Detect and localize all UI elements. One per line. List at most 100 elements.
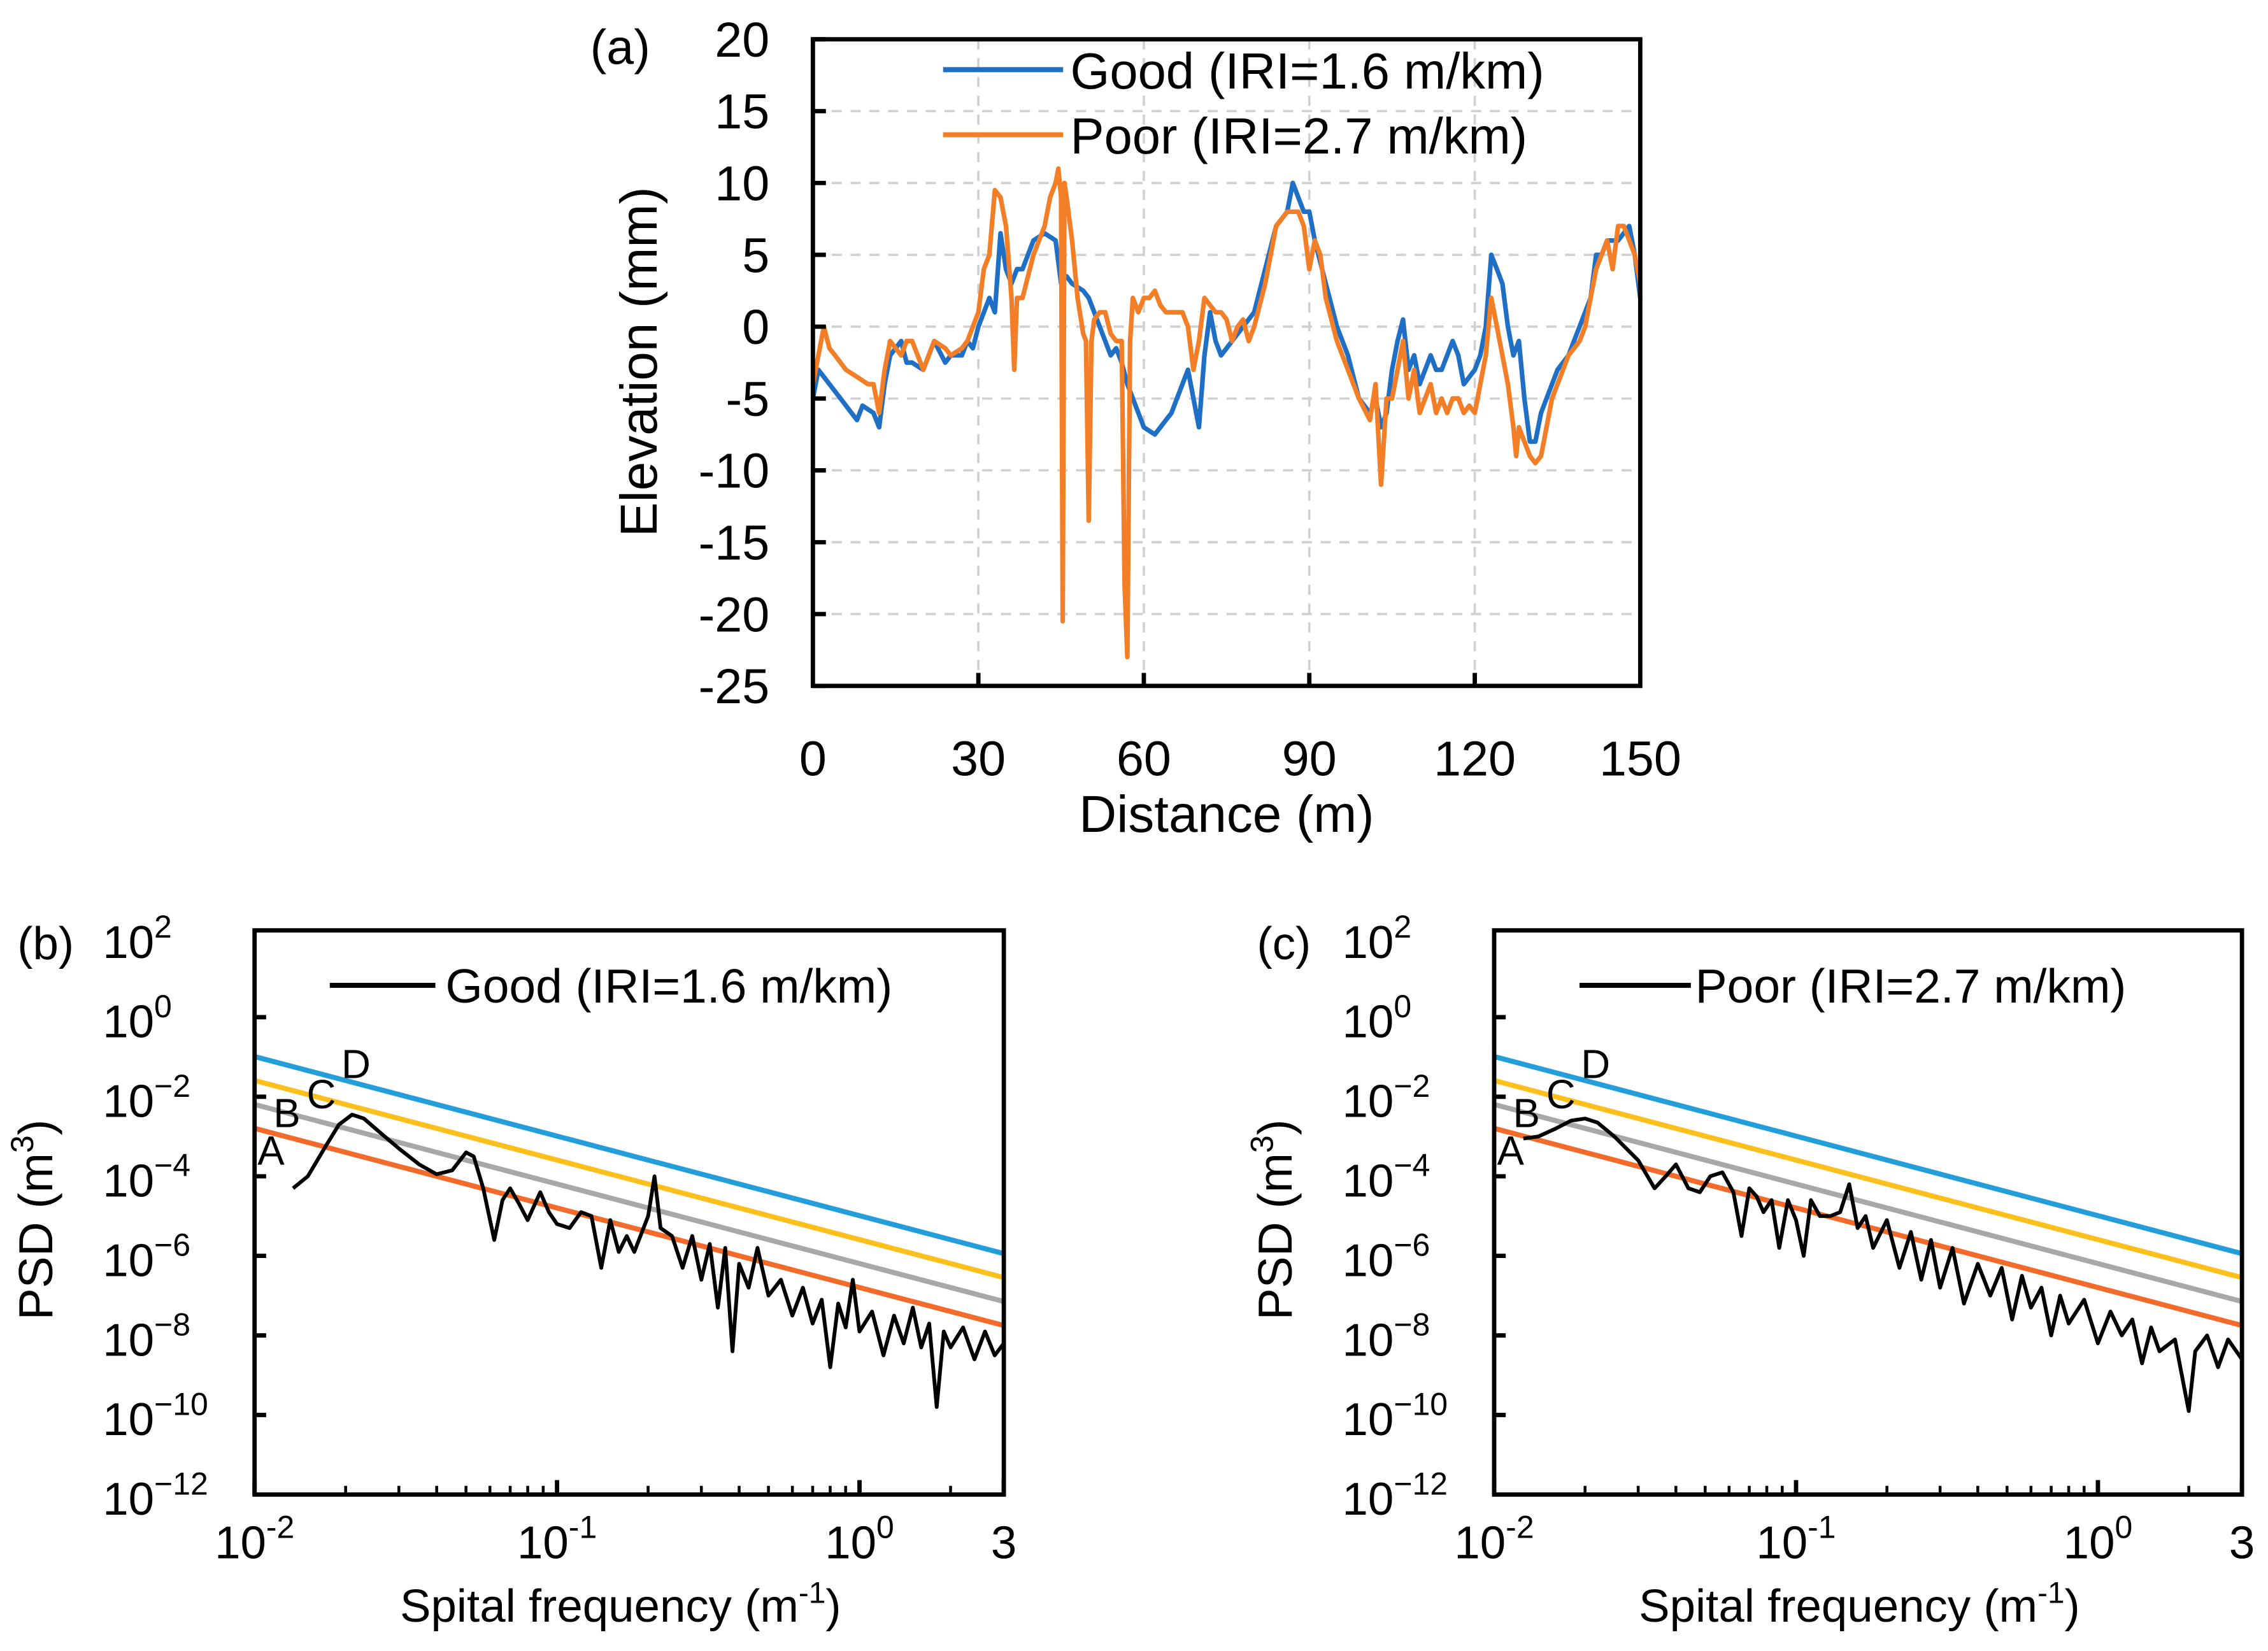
legend-label: Good (IRI=1.6 m/km) xyxy=(1071,43,1544,99)
x-tick-base: 10 xyxy=(2064,1517,2115,1568)
y-axis-title-text: PSD (m xyxy=(1248,1153,1302,1320)
class-line-C xyxy=(253,1078,1005,1280)
panel-a-elevation-chart: 20 15 10 5 0 -5 -10 -15 -20 -25 0 30 60 90 120 150 Dista… xyxy=(590,13,1681,843)
panel-label: (b) xyxy=(17,918,74,969)
y-axis-title-sup: 3 xyxy=(4,1135,40,1153)
psd-series-line xyxy=(1523,1117,2244,1413)
y-tick-exponent: −4 xyxy=(154,1148,190,1183)
x-tick-label: 30 xyxy=(951,732,1006,787)
y-tick-label: 15 xyxy=(715,85,769,139)
x-axis-title-end: ) xyxy=(2064,1580,2079,1632)
x-tick-label: 10-2 xyxy=(215,1509,294,1568)
y-axis-title: Elevation (mm) xyxy=(610,187,668,537)
y-tick-base: 10 xyxy=(1343,1076,1394,1127)
y-tick-label: 10−12 xyxy=(103,1466,208,1525)
x-axis-title: Distance (m) xyxy=(1079,785,1374,843)
y-tick-base: 10 xyxy=(103,1155,154,1207)
y-axis-title-sup: 3 xyxy=(1245,1135,1280,1153)
x-tick-label: 0 xyxy=(799,732,827,787)
y-tick-label: 100 xyxy=(103,989,172,1048)
x-tick-base: 3 xyxy=(2229,1517,2255,1568)
y-tick-base: 10 xyxy=(1343,1314,1394,1366)
panel-label: (c) xyxy=(1257,918,1311,969)
y-tick-base: 10 xyxy=(1343,996,1394,1048)
x-tick-exponent: -1 xyxy=(569,1509,597,1545)
y-tick-exponent: −2 xyxy=(1394,1068,1430,1104)
class-label-D: D xyxy=(1581,1041,1610,1087)
y-tick-label: 10−10 xyxy=(1343,1386,1448,1445)
class-line-A xyxy=(253,1126,1005,1328)
y-tick-label: -15 xyxy=(699,516,770,571)
y-tick-label: 10−8 xyxy=(103,1307,190,1366)
y-tick-label: -10 xyxy=(699,444,770,499)
panel-label: (a) xyxy=(590,20,650,75)
y-tick-exponent: −4 xyxy=(1394,1148,1430,1183)
class-line-D xyxy=(253,1054,1005,1256)
series-line-poor xyxy=(810,166,1643,660)
legend-label: Poor (IRI=2.7 m/km) xyxy=(1695,959,2127,1013)
y-tick-label: 10 xyxy=(715,157,769,211)
x-axis-title-sup: -1 xyxy=(2037,1576,2064,1610)
x-axis-title-text: Spital frequency (m xyxy=(1639,1580,2037,1632)
class-label-B: B xyxy=(1513,1091,1540,1136)
y-tick-label: 10−6 xyxy=(1343,1227,1430,1287)
y-tick-exponent: 0 xyxy=(154,989,172,1024)
x-tick-label: 90 xyxy=(1282,732,1337,787)
y-tick-exponent: 2 xyxy=(1394,909,1411,945)
class-line-B xyxy=(1493,1102,2243,1304)
y-tick-base: 10 xyxy=(1343,1155,1394,1207)
y-tick-base: 10 xyxy=(1343,1473,1394,1525)
class-line-D xyxy=(1493,1054,2243,1256)
x-tick-label: 150 xyxy=(1599,732,1681,787)
y-tick-label: 20 xyxy=(715,13,769,68)
y-tick-exponent: 2 xyxy=(154,909,172,945)
y-tick-label: 10−10 xyxy=(103,1386,208,1445)
plot-frame xyxy=(1492,928,2244,1497)
x-tick-label: 60 xyxy=(1116,732,1171,787)
x-tick-base: 10 xyxy=(1756,1517,1808,1568)
y-tick-exponent: −10 xyxy=(154,1386,208,1422)
y-tick-label: 10−4 xyxy=(103,1148,190,1207)
legend-label: Poor (IRI=2.7 m/km) xyxy=(1071,108,1528,164)
plot-frame xyxy=(810,37,1643,689)
panel-b-psd-good-chart: AB CD10210010−210−410−610−810−1010−1210-2… xyxy=(4,909,1016,1632)
panel-c-psd-poor-chart: AB CD10210010−210−410−610−810−1010−1210-2… xyxy=(1245,909,2255,1632)
x-tick-label: 100 xyxy=(2064,1509,2133,1568)
y-tick-exponent: −6 xyxy=(1394,1227,1430,1263)
x-axis-title: Spital frequency (m-1) xyxy=(400,1576,841,1633)
y-tick-label: 10−2 xyxy=(1343,1068,1430,1127)
y-axis-title-end: ) xyxy=(1248,1119,1302,1135)
y-tick-base: 10 xyxy=(103,1394,154,1445)
x-tick-exponent: -2 xyxy=(1506,1509,1534,1545)
x-tick-exponent: 0 xyxy=(2115,1509,2132,1545)
y-tick-label: 10−12 xyxy=(1343,1466,1448,1525)
class-label-B: B xyxy=(273,1091,300,1136)
class-label-D: D xyxy=(341,1041,371,1087)
y-tick-label: -20 xyxy=(699,587,770,642)
x-tick-base: 3 xyxy=(991,1517,1016,1568)
y-tick-label: 10−6 xyxy=(103,1227,190,1287)
y-tick-base: 10 xyxy=(1343,1234,1394,1286)
x-tick-label: 10-2 xyxy=(1454,1509,1534,1568)
class-label-C: C xyxy=(306,1072,336,1117)
x-tick-label: 3 xyxy=(991,1517,1016,1568)
series-line-good xyxy=(810,180,1643,444)
y-tick-label: 5 xyxy=(742,228,769,283)
x-tick-label: 3 xyxy=(2229,1517,2255,1568)
plot-frame xyxy=(252,928,1006,1497)
y-axis-title-end: ) xyxy=(9,1119,62,1135)
y-tick-label: 10−4 xyxy=(1343,1148,1430,1207)
y-tick-exponent: −12 xyxy=(1394,1466,1448,1501)
y-tick-label: 10−8 xyxy=(1343,1307,1430,1366)
y-tick-label: 0 xyxy=(742,300,769,355)
y-axis-title-text: PSD (m xyxy=(9,1153,62,1320)
y-tick-exponent: −2 xyxy=(154,1068,190,1104)
x-tick-label: 120 xyxy=(1434,732,1516,787)
y-tick-exponent: −8 xyxy=(154,1307,190,1343)
y-tick-label: -25 xyxy=(699,659,770,714)
x-tick-exponent: -2 xyxy=(266,1509,294,1545)
y-tick-base: 10 xyxy=(103,1234,154,1286)
y-tick-label: 102 xyxy=(103,909,172,968)
y-tick-exponent: −6 xyxy=(154,1227,190,1263)
